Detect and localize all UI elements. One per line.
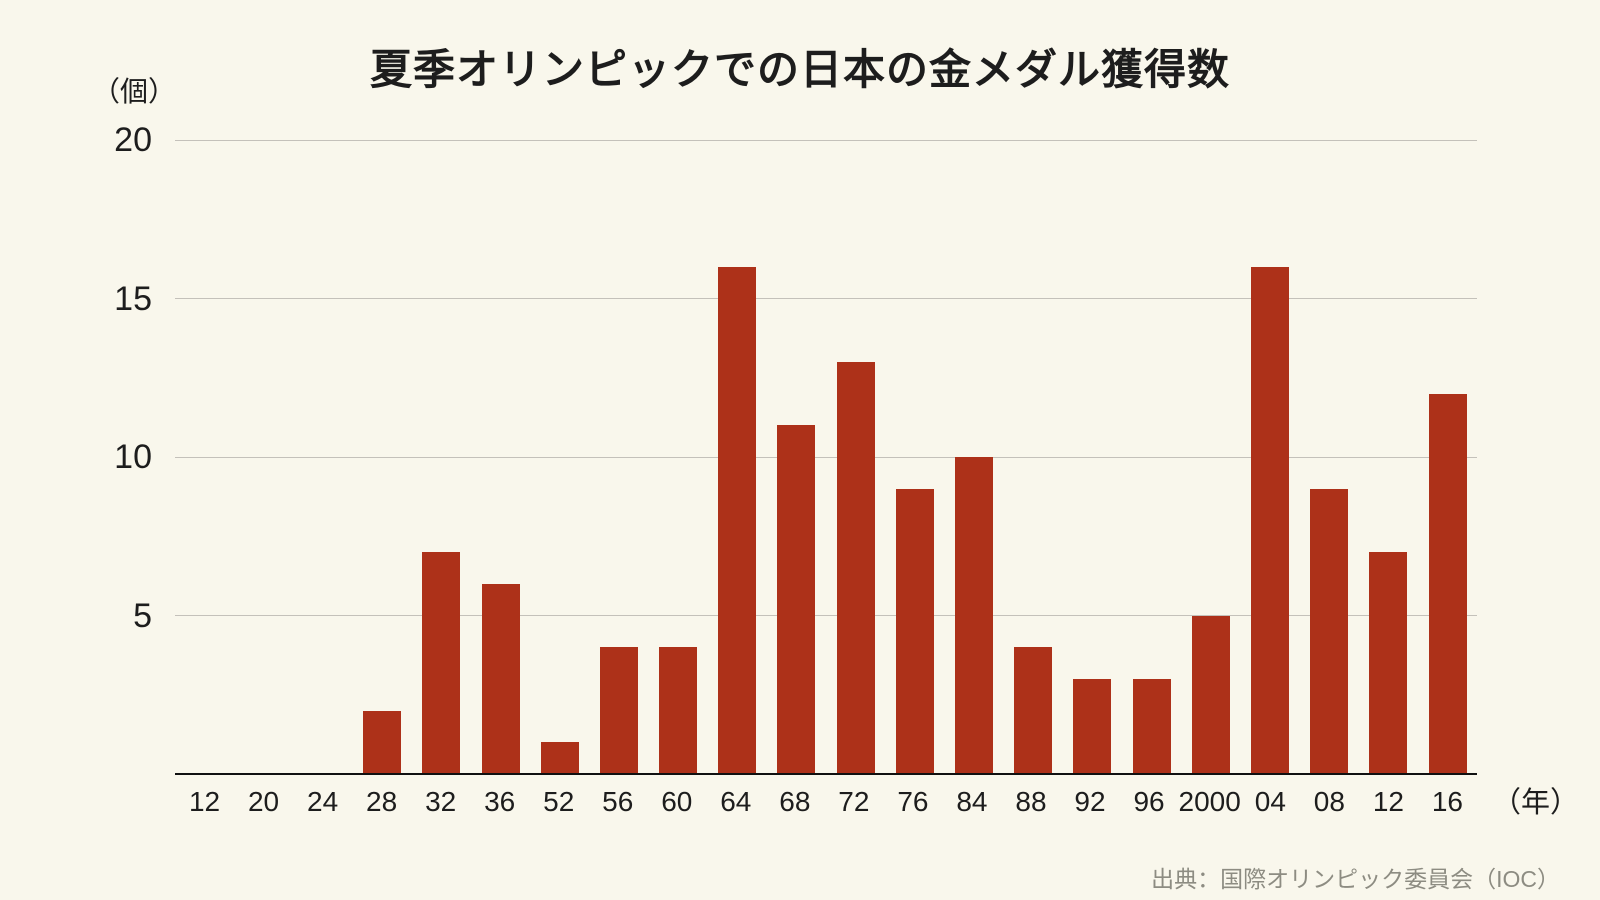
bar-band-64 <box>708 140 767 774</box>
x-tick-label-28: 28 <box>366 786 398 817</box>
bar-60 <box>659 647 698 774</box>
x-tick-label-84: 84 <box>956 786 988 817</box>
x-tick-label-88: 88 <box>1015 786 1047 817</box>
bar-series <box>175 140 1477 774</box>
bar-16 <box>1428 393 1467 774</box>
bar-band-28 <box>353 140 412 774</box>
bar-12 <box>1369 552 1408 774</box>
y-tick-label-20: 20 <box>114 121 152 159</box>
bar-band-2000 <box>1181 140 1240 774</box>
gridline-y-20 <box>175 139 1477 141</box>
bar-88 <box>1014 647 1053 774</box>
gridline-y-5 <box>175 615 1477 616</box>
bar-band-16 <box>1418 140 1477 774</box>
x-tick-label-12: 12 <box>1372 786 1404 817</box>
x-axis-unit-label: （年） <box>1492 787 1580 819</box>
bar-band-84 <box>944 140 1003 774</box>
bar-04 <box>1250 266 1289 774</box>
x-axis-tick-labels: 12 20 24 28 32 36 52 56 60 64 68 72 76 84 88 92 96 2000 04… <box>175 786 1477 818</box>
bar-band-12 <box>1359 140 1418 774</box>
bar-band-24 <box>293 140 352 774</box>
bar-band-36 <box>471 140 530 774</box>
bar-band-56 <box>589 140 648 774</box>
bar-84 <box>955 457 994 774</box>
bar-36 <box>481 583 520 774</box>
bar-band-12 <box>175 140 234 774</box>
bar-68 <box>777 425 816 774</box>
x-tick-label-12: 12 <box>188 786 221 817</box>
bar-08 <box>1310 488 1349 774</box>
x-tick-label-32: 32 <box>425 786 457 817</box>
y-tick-label-5: 5 <box>133 596 152 635</box>
bar-band-96 <box>1122 140 1181 774</box>
x-tick-label-76: 76 <box>897 786 929 817</box>
bar-band-60 <box>649 140 708 774</box>
bar-band-04 <box>1240 140 1299 774</box>
x-axis-line <box>175 773 1477 775</box>
x-tick-label-24: 24 <box>307 786 339 817</box>
bar-92 <box>1073 678 1112 774</box>
bar-28 <box>363 710 402 774</box>
bar-band-68 <box>767 140 826 774</box>
bar-band-76 <box>885 140 944 774</box>
bar-band-20 <box>234 140 293 774</box>
y-tick-label-15: 15 <box>114 279 152 318</box>
bar-band-92 <box>1063 140 1122 774</box>
x-tick-label-52: 52 <box>543 786 575 817</box>
x-tick-label-60: 60 <box>661 786 693 817</box>
x-tick-label-72: 72 <box>838 786 870 817</box>
gridline-y-15 <box>175 298 1477 299</box>
bar-96 <box>1132 678 1171 774</box>
x-tick-label-04: 04 <box>1254 786 1286 817</box>
bar-32 <box>422 552 461 774</box>
x-tick-label-64: 64 <box>720 786 752 817</box>
bar-band-08 <box>1300 140 1359 774</box>
x-tick-label-56: 56 <box>602 786 634 817</box>
plot-area <box>175 139 1477 775</box>
bar-band-72 <box>826 140 885 774</box>
source-caption: 出典：国際オリンピック委員会（IOC） <box>1151 866 1560 892</box>
bar-2000 <box>1191 615 1230 774</box>
x-tick-label-96: 96 <box>1133 786 1165 817</box>
bar-76 <box>895 488 934 774</box>
bar-52 <box>540 742 579 774</box>
bar-56 <box>599 647 638 774</box>
bar-64 <box>718 266 757 774</box>
bar-72 <box>836 361 875 774</box>
x-tick-label-68: 68 <box>779 786 811 817</box>
gridline-y-10 <box>175 456 1477 458</box>
chart-title: 夏季オリンピックでの日本の金メダル獲得数 <box>369 46 1230 93</box>
y-tick-label-10: 10 <box>114 438 152 476</box>
x-tick-label-2000: 2000 <box>1178 786 1241 817</box>
bar-band-32 <box>412 140 471 774</box>
bar-band-88 <box>1004 140 1063 774</box>
x-tick-label-16: 16 <box>1431 786 1464 817</box>
bar-band-52 <box>530 140 589 774</box>
y-axis-unit-label: （個） <box>92 76 177 107</box>
x-tick-label-92: 92 <box>1074 786 1106 817</box>
x-tick-label-36: 36 <box>484 786 516 817</box>
x-tick-label-20: 20 <box>247 786 280 817</box>
x-tick-label-08: 08 <box>1313 786 1345 817</box>
